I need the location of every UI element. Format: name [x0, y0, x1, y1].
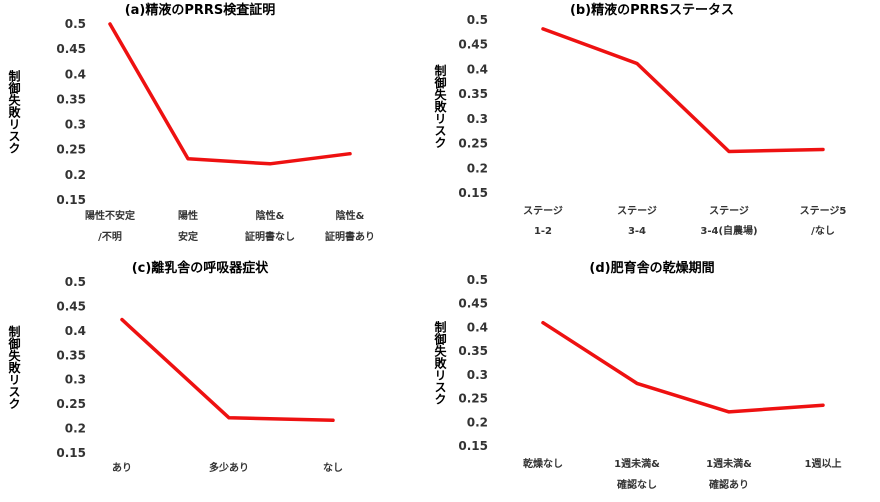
y-tick-label: 0.25 [458, 392, 488, 406]
y-axis-label: 制御失敗リスク [433, 320, 447, 405]
category-label: 安定 [178, 230, 198, 243]
category-label: ステージ5 [800, 205, 847, 217]
y-tick-label: 0.3 [467, 368, 488, 382]
series-line [108, 22, 352, 166]
y-tick-label: 0.2 [467, 161, 488, 175]
series-line [120, 317, 335, 423]
category-label: /不明 [98, 231, 122, 243]
category-label: ステージ [709, 205, 749, 217]
series-line [541, 27, 825, 154]
y-tick-label: 0.5 [65, 275, 86, 289]
data-point [108, 22, 112, 26]
category-label: 確認あり [709, 478, 749, 491]
data-point [821, 403, 825, 407]
y-tick-label: 0.35 [458, 344, 488, 358]
y-tick-label: 0.25 [56, 397, 86, 411]
data-point [635, 381, 639, 385]
category-label: ステージ [617, 205, 657, 217]
category-label: 3-4(自農場) [700, 224, 757, 237]
y-tick-label: 0.2 [467, 415, 488, 429]
category-label: /なし [811, 225, 835, 237]
category-label: 証明書なし [245, 230, 295, 243]
category-label: 3-4 [628, 226, 646, 237]
y-tick-label: 0.5 [467, 273, 488, 287]
y-tick-label: 0.15 [56, 446, 86, 460]
category-label: 1-2 [534, 226, 552, 237]
y-tick-label: 0.3 [467, 112, 488, 126]
y-tick-label: 0.35 [56, 92, 86, 106]
chart-title: (d)肥育舎の乾燥期間 [589, 260, 714, 276]
data-point [727, 150, 731, 153]
data-point [186, 157, 190, 161]
category-label: 1週以上 [805, 457, 842, 470]
y-tick-label: 0.4 [467, 62, 488, 76]
category-label: 乾燥なし [523, 457, 563, 470]
y-tick-label: 0.2 [65, 168, 86, 182]
y-tick-label: 0.4 [467, 320, 488, 334]
y-tick-label: 0.3 [65, 373, 86, 387]
y-tick-label: 0.35 [56, 348, 86, 362]
data-point [727, 410, 731, 414]
chart-title: (b)精液のPRRSステータス [570, 2, 734, 18]
category-label: 1週未満& [614, 457, 660, 470]
data-point [541, 321, 545, 325]
chart-title: (c)離乳舎の呼吸器症状 [132, 260, 270, 276]
category-label: 陽性不安定 [85, 209, 135, 222]
category-label: 証明書あり [325, 230, 375, 243]
data-point [348, 152, 352, 156]
category-label: 1週未満& [706, 457, 752, 470]
category-label: 陰性& [336, 209, 365, 222]
category-label: 陽性 [178, 209, 198, 222]
data-point [541, 27, 545, 31]
y-tick-label: 0.15 [56, 193, 86, 207]
y-tick-label: 0.35 [458, 87, 488, 101]
category-label: 陰性& [256, 209, 285, 222]
category-label: 確認なし [617, 478, 657, 491]
data-point [120, 318, 124, 322]
y-tick-label: 0.3 [65, 118, 86, 132]
y-tick-label: 0.4 [65, 67, 86, 81]
y-axis-label: 制御失敗リスク [7, 324, 21, 409]
y-tick-label: 0.25 [458, 137, 488, 151]
data-point [268, 162, 272, 166]
y-tick-label: 0.15 [458, 439, 488, 453]
category-label: ステージ [523, 205, 563, 217]
y-tick-label: 0.15 [458, 186, 488, 200]
y-tick-label: 0.2 [65, 422, 86, 436]
y-axis-label: 制御失敗リスク [7, 69, 21, 154]
data-point [635, 62, 639, 65]
category-label: あり [112, 461, 132, 474]
y-tick-label: 0.45 [56, 42, 86, 56]
series-line [541, 320, 825, 414]
chart-title: (a)精液のPRRS検査証明 [125, 2, 276, 18]
y-tick-label: 0.4 [65, 324, 86, 338]
y-tick-label: 0.5 [65, 17, 86, 31]
y-tick-label: 0.25 [56, 143, 86, 157]
y-tick-label: 0.45 [458, 297, 488, 311]
data-point [331, 418, 335, 422]
data-point [821, 148, 825, 151]
y-tick-label: 0.45 [56, 299, 86, 313]
y-axis-label: 制御失敗リスク [433, 63, 447, 148]
y-tick-label: 0.5 [467, 13, 488, 27]
category-label: なし [323, 462, 343, 474]
data-point [227, 416, 231, 420]
category-label: 多少あり [209, 461, 249, 474]
y-tick-label: 0.45 [458, 38, 488, 52]
